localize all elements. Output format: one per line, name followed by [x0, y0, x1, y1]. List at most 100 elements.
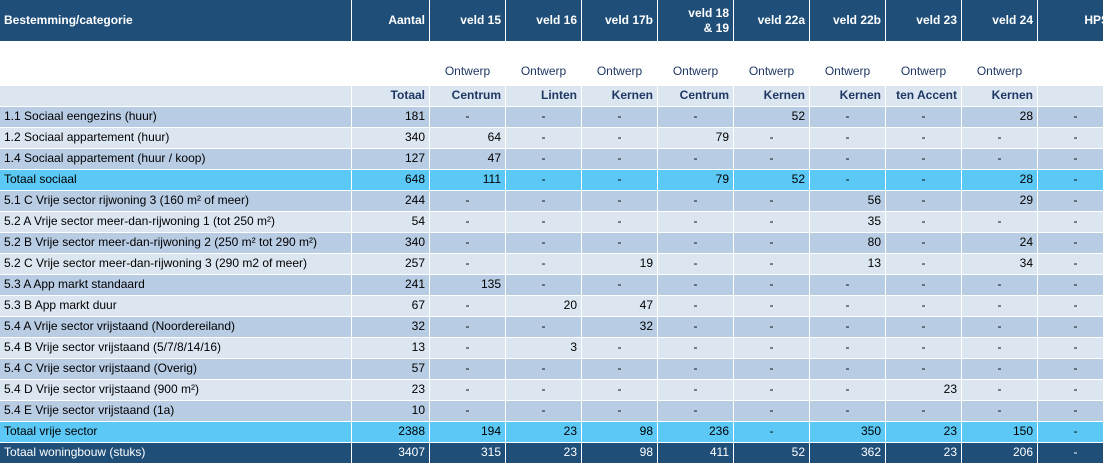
subheader-type-5: Centrum: [658, 86, 733, 106]
header-col-1: veld 15: [430, 0, 505, 41]
header-col-0: Aantal: [352, 0, 429, 41]
table-row-label: 5.4 E Vrije sector vrijstaand (1a): [0, 401, 351, 421]
table-row-label: 1.1 Sociaal eengezins (huur): [0, 107, 351, 127]
table-cell: -: [886, 212, 961, 232]
table-row-label: 5.4 A Vrije sector vrijstaand (Noorderei…: [0, 317, 351, 337]
table-cell: -: [1038, 212, 1103, 232]
table-cell: 181: [352, 107, 429, 127]
table-cell: 340: [352, 233, 429, 253]
subheader-ontwerp-8: Ontwerp: [886, 42, 961, 85]
table-cell: -: [1038, 443, 1103, 463]
table-cell: -: [886, 296, 961, 316]
table-cell: -: [886, 401, 961, 421]
table-cell: 32: [582, 317, 657, 337]
subheader-type-4: Kernen: [582, 86, 657, 106]
subheader-ontwerp-9: Ontwerp: [962, 42, 1037, 85]
table-cell: -: [810, 107, 885, 127]
table-cell: -: [506, 359, 581, 379]
table-cell: -: [886, 254, 961, 274]
table-cell: -: [962, 401, 1037, 421]
table-cell: -: [430, 317, 505, 337]
table-cell: 23: [886, 443, 961, 463]
table-cell: -: [582, 149, 657, 169]
table-cell: 98: [582, 443, 657, 463]
table-cell: -: [962, 338, 1037, 358]
table-cell: 111: [430, 170, 505, 190]
subheader-type-1: Totaal: [352, 86, 429, 106]
table-cell: 340: [352, 128, 429, 148]
table-cell: -: [582, 359, 657, 379]
table-cell: -: [962, 296, 1037, 316]
table-cell: -: [430, 338, 505, 358]
table-cell: -: [962, 212, 1037, 232]
table-cell: 244: [352, 191, 429, 211]
table-cell: -: [506, 128, 581, 148]
table-cell: 79: [658, 128, 733, 148]
table-cell: -: [734, 275, 809, 295]
table-cell: -: [658, 317, 733, 337]
table-cell: -: [1038, 191, 1103, 211]
header-col-5: veld 22a: [734, 0, 809, 41]
table-cell: -: [734, 338, 809, 358]
subheader-type-6: Kernen: [734, 86, 809, 106]
header-col-9: HPS: [1038, 0, 1103, 41]
table-cell: 52: [734, 107, 809, 127]
table-cell: -: [810, 296, 885, 316]
table-cell: -: [1038, 254, 1103, 274]
table-row-label: 5.2 A Vrije sector meer-dan-rijwoning 1 …: [0, 212, 351, 232]
table-cell: -: [430, 296, 505, 316]
table-cell: -: [658, 401, 733, 421]
table-cell: -: [1038, 170, 1103, 190]
table-cell: 206: [962, 443, 1037, 463]
table-cell: -: [810, 359, 885, 379]
table-cell: -: [506, 107, 581, 127]
header-col-7: veld 23: [886, 0, 961, 41]
table-cell: -: [886, 107, 961, 127]
table-cell: -: [506, 191, 581, 211]
table-cell: -: [506, 254, 581, 274]
table-cell: -: [1038, 338, 1103, 358]
subheader-ontwerp-4: Ontwerp: [582, 42, 657, 85]
table-cell: -: [1038, 107, 1103, 127]
table-cell: -: [506, 317, 581, 337]
table-cell: -: [506, 233, 581, 253]
table-cell: 35: [810, 212, 885, 232]
table-cell: 23: [506, 443, 581, 463]
table-cell: 362: [810, 443, 885, 463]
table-cell: 3407: [352, 443, 429, 463]
table-cell: 127: [352, 149, 429, 169]
table-row-label: Totaal woningbouw (stuks): [0, 443, 351, 463]
table-cell: 236: [658, 422, 733, 442]
table-row-label: 5.2 C Vrije sector meer-dan-rijwoning 3 …: [0, 254, 351, 274]
table-cell: -: [506, 380, 581, 400]
table-cell: -: [886, 170, 961, 190]
table-cell: 56: [810, 191, 885, 211]
table-cell: -: [582, 212, 657, 232]
table-cell: -: [582, 275, 657, 295]
table-cell: 23: [506, 422, 581, 442]
table-cell: -: [810, 275, 885, 295]
table-cell: -: [734, 233, 809, 253]
table-cell: -: [886, 149, 961, 169]
table-cell: 13: [352, 338, 429, 358]
header-col-6: veld 22b: [810, 0, 885, 41]
table-cell: -: [886, 317, 961, 337]
table-cell: -: [734, 191, 809, 211]
table-cell: -: [886, 275, 961, 295]
table-cell: 24: [962, 233, 1037, 253]
table-row-label: 5.1 C Vrije sector rijwoning 3 (160 m² o…: [0, 191, 351, 211]
table-cell: 23: [352, 380, 429, 400]
table-cell: 257: [352, 254, 429, 274]
table-cell: -: [962, 275, 1037, 295]
table-cell: -: [430, 380, 505, 400]
subheader-type-3: Linten: [506, 86, 581, 106]
header-col-3: veld 17b: [582, 0, 657, 41]
table-cell: -: [582, 191, 657, 211]
table-cell: -: [962, 359, 1037, 379]
table-row-label: 5.3 A App markt standaard: [0, 275, 351, 295]
table-cell: 52: [734, 443, 809, 463]
subheader-ontwerp-10: [1038, 42, 1103, 85]
table-row-label: 5.4 C Vrije sector vrijstaand (Overig): [0, 359, 351, 379]
table-cell: 20: [506, 296, 581, 316]
